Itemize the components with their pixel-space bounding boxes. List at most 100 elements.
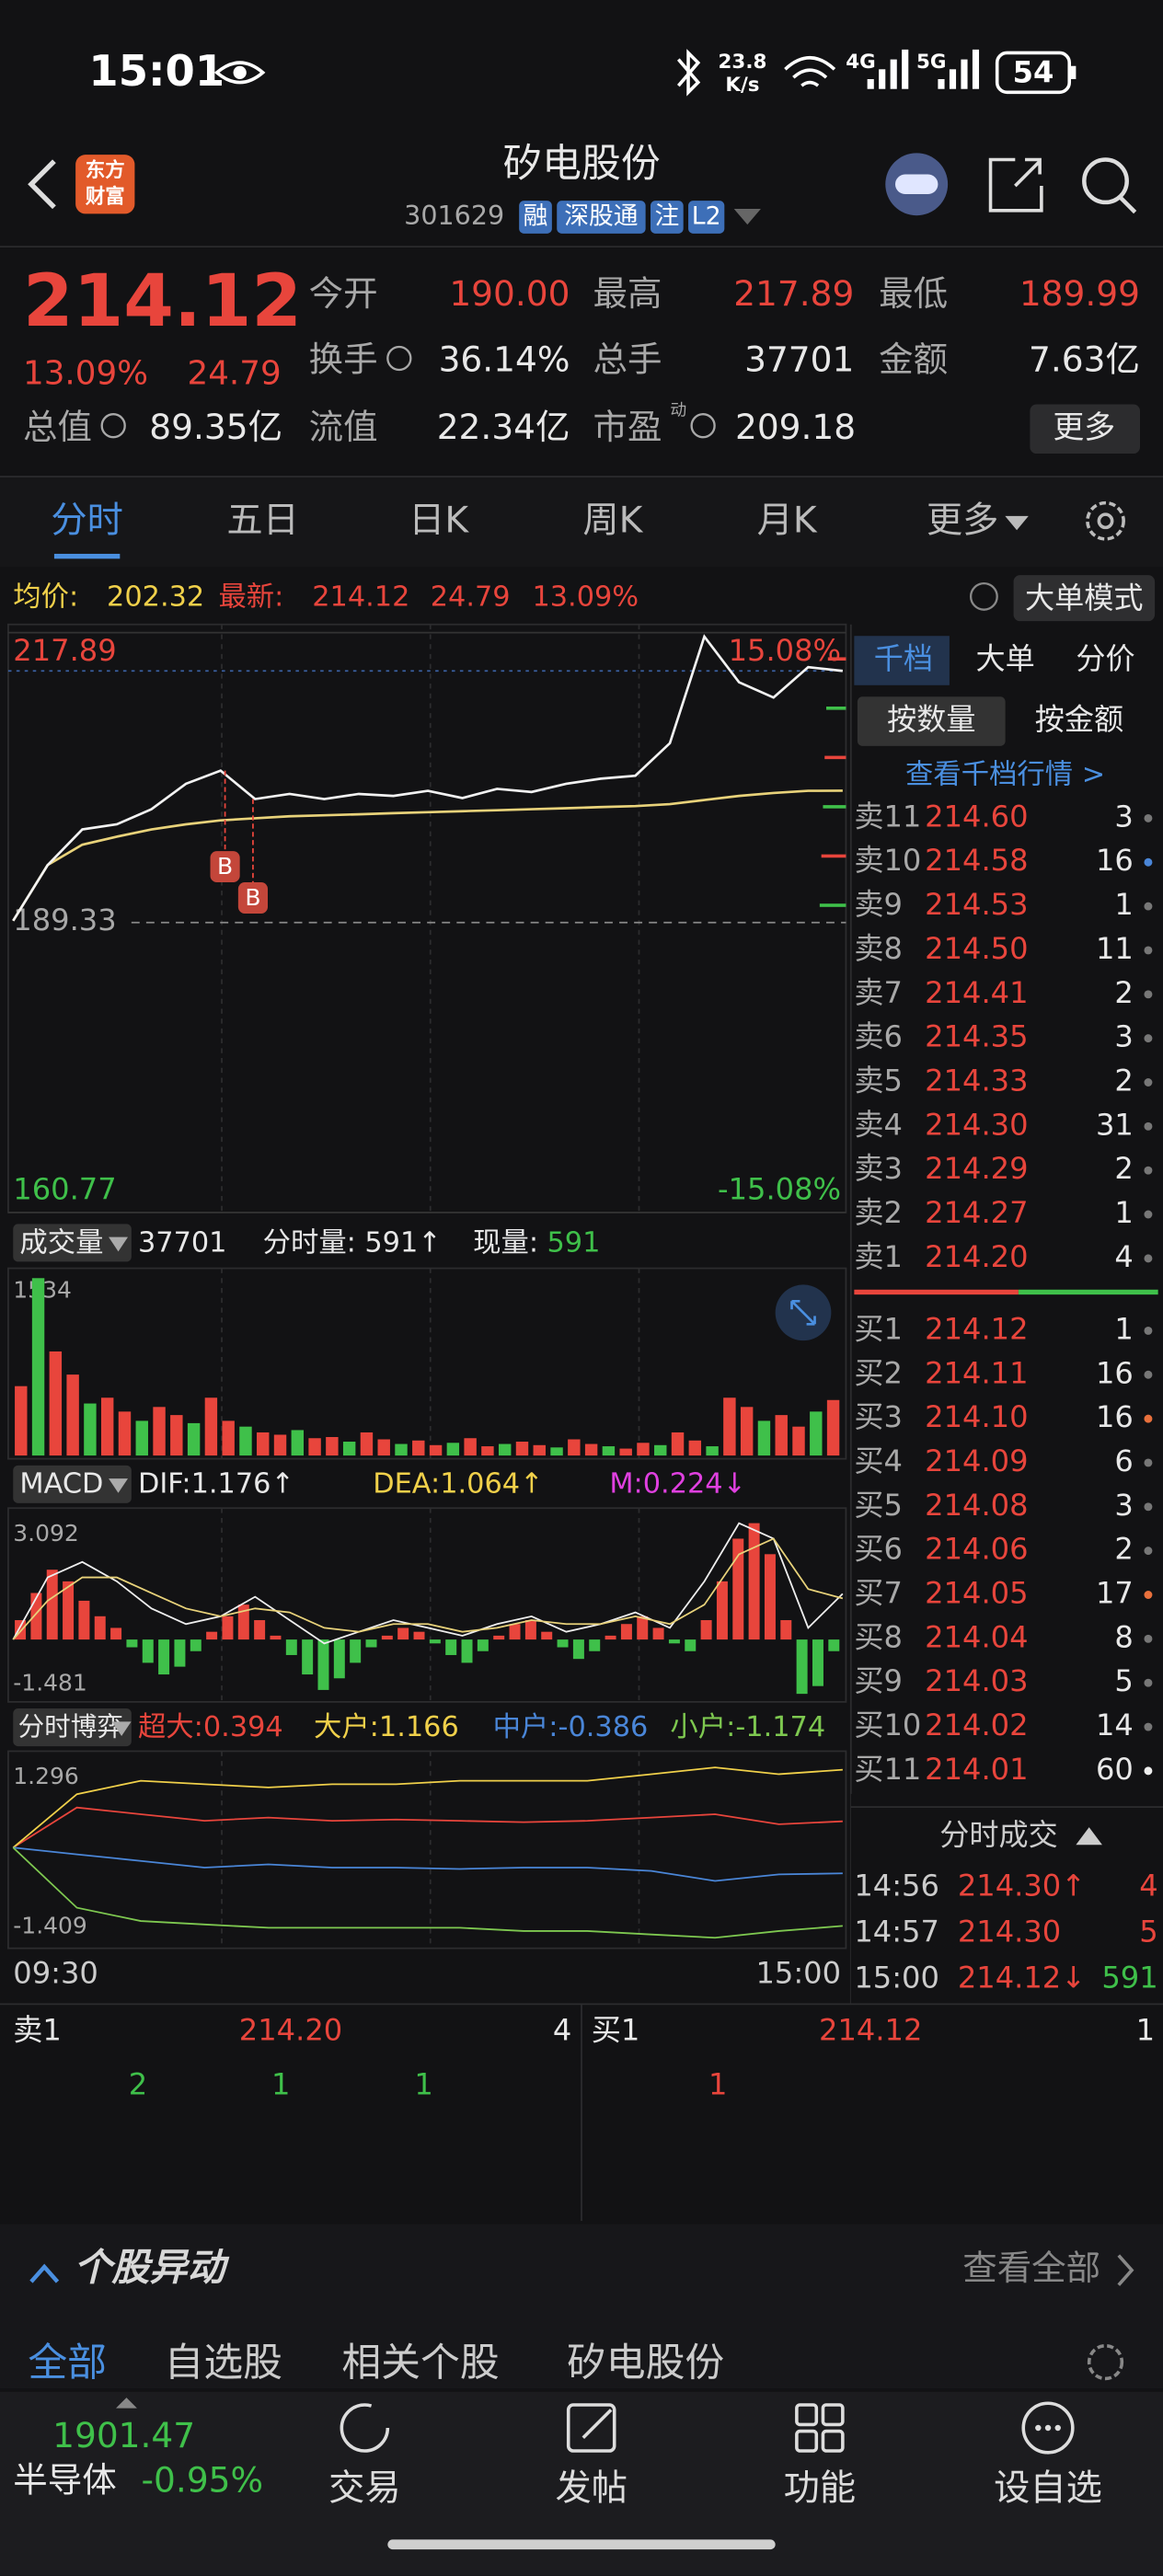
nav-icon xyxy=(566,2403,616,2453)
book-qty: 31 xyxy=(1096,1107,1134,1142)
mode-button[interactable] xyxy=(1013,575,1156,622)
field-label: 最低 xyxy=(879,273,948,314)
book-level: 买1 xyxy=(854,1311,903,1346)
spread-bar-green xyxy=(1018,1289,1158,1295)
y-high-pct: 15.08% xyxy=(729,633,841,668)
macd-dea: DEA:1.064↑ xyxy=(373,1468,543,1501)
macd-bar xyxy=(828,1639,840,1651)
macd-bar xyxy=(270,1635,282,1640)
active-tab-indicator xyxy=(53,553,121,559)
macd-bar xyxy=(429,1639,441,1644)
macd-bar xyxy=(142,1639,154,1663)
volume-bar xyxy=(429,1444,443,1456)
depth-bar xyxy=(823,805,846,809)
book-price: 214.11 xyxy=(925,1355,1028,1390)
volume-bar xyxy=(550,1447,563,1456)
period-tab[interactable]: 分时 xyxy=(51,500,123,542)
macd-bar xyxy=(637,1616,649,1640)
volume-bar xyxy=(602,1446,616,1456)
book-dot xyxy=(1144,857,1153,867)
volume-bar xyxy=(118,1411,132,1456)
latest-change: 24.79 xyxy=(431,581,511,614)
volume-bar xyxy=(342,1442,356,1456)
volume-selector[interactable] xyxy=(13,1224,132,1262)
book-level: 卖7 xyxy=(854,975,903,1010)
dropdown-icon xyxy=(109,1478,129,1493)
volume-bar xyxy=(326,1436,339,1456)
book-price: 214.30 xyxy=(925,1107,1028,1142)
volume-bar xyxy=(498,1443,512,1456)
dropdown-icon xyxy=(733,209,761,225)
view-all-link[interactable]: 查看全部 xyxy=(962,2248,1100,2288)
search-button[interactable] xyxy=(1082,157,1129,205)
period-tab[interactable]: 周K xyxy=(582,500,643,542)
book-dot xyxy=(1144,1634,1153,1643)
volume-bar xyxy=(170,1415,183,1456)
macd-dif: DIF:1.176↑ xyxy=(138,1468,294,1501)
depth-link[interactable]: 查看千档行情 > xyxy=(905,758,1105,790)
y-low-pct: -15.08% xyxy=(718,1172,841,1207)
minute-volume-label: 分时量: xyxy=(263,1226,356,1259)
volume-bar xyxy=(654,1444,667,1456)
news-tab[interactable]: 自选股 xyxy=(165,2340,282,2386)
field-value: 190.00 xyxy=(449,273,570,314)
book-qty: 14 xyxy=(1096,1708,1134,1742)
change-amount: 24.79 xyxy=(188,354,282,392)
latest-price: 214.12 xyxy=(312,581,409,614)
volume-bar xyxy=(792,1426,805,1456)
period-tab[interactable]: 五日 xyxy=(226,500,299,542)
macd-bar xyxy=(780,1620,792,1640)
macd-label: MACD xyxy=(19,1468,103,1501)
book-level: 卖9 xyxy=(854,887,903,922)
index-value: 1901.47 xyxy=(52,2415,195,2455)
volume-bar xyxy=(135,1420,148,1456)
news-tab[interactable]: 相关个股 xyxy=(341,2340,499,2386)
macd-bar xyxy=(685,1639,697,1651)
avatar-face xyxy=(894,174,938,194)
book-level: 卖3 xyxy=(854,1151,903,1186)
more-button[interactable] xyxy=(1030,404,1141,454)
tag-text: 注 xyxy=(654,201,679,230)
bluetooth-icon xyxy=(676,49,701,97)
period-tab[interactable]: 月K xyxy=(757,500,818,542)
book-qty: 1 xyxy=(1114,1195,1133,1230)
book-dot xyxy=(1144,1121,1153,1131)
book-subtab[interactable]: 按金额 xyxy=(1035,702,1123,737)
book-dot xyxy=(1144,1547,1153,1556)
book-price: 214.29 xyxy=(925,1151,1028,1186)
news-tab[interactable]: 全部 xyxy=(28,2340,107,2386)
nav-item[interactable]: 交易 xyxy=(328,2467,401,2509)
macd-bar xyxy=(524,1620,536,1640)
settings-button[interactable] xyxy=(1086,500,1125,541)
pe-note: 动 xyxy=(670,401,686,420)
period-tab[interactable]: 更多 xyxy=(927,500,999,542)
current-volume-label: 现量: xyxy=(473,1226,538,1259)
news-tab[interactable]: 矽电股份 xyxy=(567,2340,724,2386)
book-subtab[interactable]: 按数量 xyxy=(887,702,975,737)
trade-qty: 5 xyxy=(1139,1915,1157,1949)
nav-item[interactable]: 设自选 xyxy=(994,2467,1102,2509)
book-dot xyxy=(1144,1326,1153,1335)
book-level: 买10 xyxy=(854,1708,921,1742)
dropdown-icon xyxy=(111,1721,132,1737)
volume-bar xyxy=(723,1397,736,1456)
game-selector[interactable] xyxy=(13,1708,132,1747)
game-item: 大户:1.166 xyxy=(314,1711,459,1743)
book-tab[interactable]: 大单 xyxy=(975,641,1034,676)
nav-item[interactable]: 发帖 xyxy=(555,2467,628,2509)
book-qty: 3 xyxy=(1114,1488,1133,1523)
trade-marker-text: B xyxy=(245,884,260,911)
macd-selector[interactable] xyxy=(13,1465,132,1503)
tag-badge xyxy=(519,201,552,234)
book-tab[interactable]: 千档 xyxy=(874,641,933,676)
nav-item[interactable]: 功能 xyxy=(784,2467,857,2509)
game-item: 超大:0.394 xyxy=(138,1711,283,1743)
book-tab[interactable]: 分价 xyxy=(1076,641,1134,676)
volume-bar xyxy=(360,1432,374,1456)
back-button[interactable] xyxy=(28,159,56,210)
bid-qty: 1 xyxy=(1136,2013,1155,2048)
share-button[interactable] xyxy=(988,157,1043,213)
period-tab[interactable]: 日K xyxy=(409,500,469,542)
signal-5g: 5G xyxy=(916,51,946,74)
